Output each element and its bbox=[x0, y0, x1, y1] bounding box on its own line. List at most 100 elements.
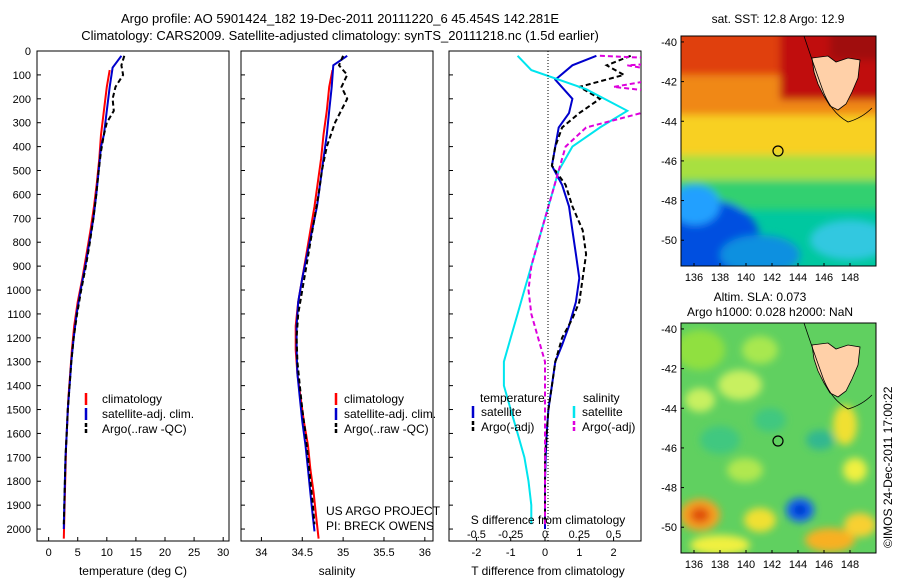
legend-title-salinity: salinity bbox=[583, 391, 620, 405]
sla-map-title-line2: Argo h1000: 0.028 h2000: NaN bbox=[687, 305, 853, 319]
depth-tick-label: 1100 bbox=[7, 309, 31, 321]
x-tick-label: 34 bbox=[255, 547, 267, 559]
map-x-tick-label: 136 bbox=[685, 559, 703, 571]
temperature-x-ticks: 0 5 10 15 20 25 30 bbox=[46, 537, 229, 559]
x-tick-label: 0 bbox=[46, 547, 52, 559]
series-line-satelliteadjclim bbox=[62, 55, 123, 530]
x-tick-label: 15 bbox=[130, 547, 142, 559]
sla-map-frame bbox=[680, 322, 877, 554]
x-tick-label: 1 bbox=[576, 547, 582, 559]
map-x-tick-label: 144 bbox=[789, 559, 807, 571]
x-tick-label: 34.5 bbox=[292, 547, 313, 559]
map-x-tick-label: 140 bbox=[737, 559, 755, 571]
legend-title-temperature: temperature bbox=[480, 391, 545, 405]
depth-tick-label: 0 bbox=[25, 46, 31, 58]
map-y-tick-label: -48 bbox=[661, 196, 677, 208]
map-y-tick-label: -50 bbox=[661, 235, 677, 247]
salinity-series bbox=[294, 54, 349, 539]
series-line-argorawqc bbox=[295, 55, 349, 525]
map-y-tick-label: -46 bbox=[661, 156, 677, 168]
legend-label: satellite bbox=[582, 405, 623, 419]
depth-tick-label: 500 bbox=[13, 166, 31, 178]
depth-tick-label: 700 bbox=[13, 213, 31, 225]
sla-map-axes: 136 138 140 142 144 146 148 -40 -42 -44 -46 -48 -50 bbox=[661, 324, 859, 571]
series-line-argoadj bbox=[527, 54, 641, 525]
map-x-tick-label: 142 bbox=[763, 272, 781, 284]
sla-heatmap bbox=[681, 323, 876, 553]
x-tick-label: 35.5 bbox=[373, 547, 394, 559]
legend-label: satellite-adj. clim. bbox=[344, 407, 436, 421]
depth-tick-label: 1600 bbox=[7, 428, 31, 440]
sdiff-x-ticks: -0.5 -0.25 0 0.25 0.5 bbox=[467, 529, 621, 541]
map-x-tick-label: 146 bbox=[815, 272, 833, 284]
series-line-satellite bbox=[502, 55, 630, 525]
difference-series bbox=[502, 54, 641, 529]
sdiff-tick-label: 0 bbox=[542, 529, 548, 541]
depth-tick-label: 400 bbox=[13, 142, 31, 154]
sla-map-title-line1: Altim. SLA: 0.073 bbox=[714, 290, 807, 304]
imos-credit: ©IMOS 24-Dec-2011 17:00:22 bbox=[881, 386, 895, 548]
sst-map-frame bbox=[680, 35, 877, 267]
map-x-tick-label: 140 bbox=[737, 272, 755, 284]
sst-heatmap bbox=[681, 36, 876, 266]
map-x-tick-label: 138 bbox=[711, 559, 729, 571]
temperature-series bbox=[62, 55, 126, 539]
sst-map-axes: 136 138 140 142 144 146 148 -40 -42 -44 -46 -48 -50 bbox=[661, 37, 859, 284]
legend-label: climatology bbox=[102, 392, 162, 406]
pi-annotation: PI: BRECK OWENS bbox=[326, 519, 434, 533]
x-tick-label: -2 bbox=[472, 547, 482, 559]
map-x-tick-label: 136 bbox=[685, 272, 703, 284]
map-y-tick-label: -44 bbox=[661, 116, 677, 128]
depth-tick-label: 1000 bbox=[7, 285, 31, 297]
sdiff-tick-label: -0.25 bbox=[498, 529, 523, 541]
difference-legend: temperature salinity satellite Argo(-adj… bbox=[471, 391, 635, 434]
legend-label: satellite-adj. clim. bbox=[102, 407, 194, 421]
x-tick-label: 20 bbox=[159, 547, 171, 559]
difference-panel-ticks bbox=[449, 50, 453, 530]
salinity-xlabel: salinity bbox=[319, 564, 356, 578]
map-y-tick-label: -42 bbox=[661, 77, 677, 89]
legend-label: Argo(-adj) bbox=[582, 420, 635, 434]
x-tick-label: -1 bbox=[506, 547, 516, 559]
project-annotation: US ARGO PROJECT bbox=[326, 504, 441, 518]
depth-tick-label: 600 bbox=[13, 189, 31, 201]
x-tick-label: 5 bbox=[75, 547, 81, 559]
tdiff-x-ticks: -2 -1 0 1 2 bbox=[472, 537, 617, 559]
series-line-satellite bbox=[544, 54, 597, 529]
sst-map-title: sat. SST: 12.8 Argo: 12.9 bbox=[712, 12, 845, 26]
series-line-argorawqc bbox=[62, 55, 126, 525]
map-x-tick-label: 138 bbox=[711, 272, 729, 284]
depth-tick-label: 1800 bbox=[7, 476, 31, 488]
temperature-xlabel: temperature (deg C) bbox=[79, 564, 187, 578]
salinity-panel-frame bbox=[240, 50, 434, 542]
depth-axis: 0 100 200 300 400 500 600 700 800 900 1000 1100 1200… bbox=[7, 46, 41, 536]
sdiff-tick-label: 0.25 bbox=[569, 529, 590, 541]
series-line-satelliteadjclim bbox=[295, 54, 348, 532]
sdiff-xlabel: S difference from climatology bbox=[471, 513, 626, 527]
x-tick-label: 30 bbox=[217, 547, 229, 559]
map-x-tick-label: 146 bbox=[815, 559, 833, 571]
map-x-tick-label: 142 bbox=[763, 559, 781, 571]
x-tick-label: 10 bbox=[101, 547, 113, 559]
map-y-tick-label: -48 bbox=[661, 483, 677, 495]
temperature-legend: climatology satellite-adj. clim. Argo(..… bbox=[84, 392, 194, 436]
x-tick-label: 2 bbox=[611, 547, 617, 559]
depth-tick-label: 800 bbox=[13, 237, 31, 249]
legend-label: Argo(..raw -QC) bbox=[102, 422, 187, 436]
figure-title-line1: Argo profile: AO 5901424_182 19-Dec-2011… bbox=[121, 11, 559, 26]
map-y-tick-label: -42 bbox=[661, 364, 677, 376]
salinity-panel-ticks bbox=[241, 50, 245, 530]
salinity-legend: climatology satellite-adj. clim. Argo(..… bbox=[326, 392, 441, 533]
legend-label: climatology bbox=[344, 392, 404, 406]
legend-label: satellite bbox=[481, 405, 522, 419]
depth-tick-label: 300 bbox=[13, 118, 31, 130]
depth-tick-label: 1300 bbox=[7, 357, 31, 369]
depth-tick-label: 100 bbox=[13, 70, 31, 82]
x-tick-label: 0 bbox=[542, 547, 548, 559]
temperature-panel-frame bbox=[36, 50, 230, 542]
map-y-tick-label: -46 bbox=[661, 443, 677, 455]
x-tick-label: 36 bbox=[419, 547, 431, 559]
sdiff-tick-label: -0.5 bbox=[467, 529, 486, 541]
depth-tick-label: 1900 bbox=[7, 500, 31, 512]
